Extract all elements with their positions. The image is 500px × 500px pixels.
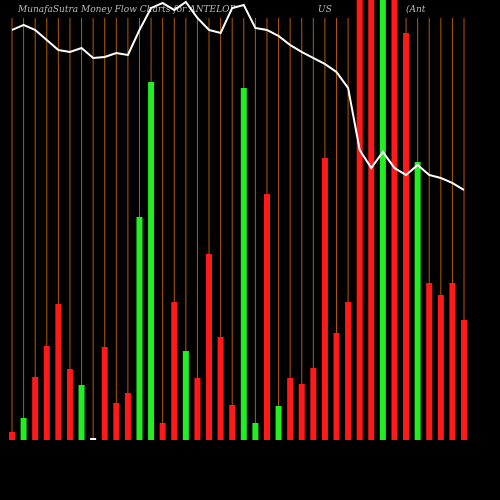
bar [252,423,259,440]
bar [194,378,201,440]
bar [206,254,213,440]
bar [333,333,340,440]
bar [148,82,155,440]
bar [368,0,375,440]
bar [113,403,120,440]
bar [356,0,363,440]
bar [321,158,328,440]
price-line [11,0,465,191]
bar [310,368,317,440]
bar [426,283,433,440]
bar [20,418,27,440]
bar [287,378,294,440]
bar [414,162,421,440]
bar [391,0,398,440]
bar [298,384,305,440]
bar [9,432,15,440]
bar [379,0,386,440]
bar [159,423,166,440]
bar [78,385,85,440]
bar [55,304,62,440]
bar [240,88,247,440]
bar [229,405,236,440]
bar [32,377,39,440]
bar [101,347,108,440]
bar [437,295,444,440]
bar [43,346,50,440]
bar [182,351,189,440]
chart-title-part: US [318,5,332,15]
bar [124,393,131,440]
bar [217,337,224,440]
bar [66,369,73,440]
bar [449,283,456,440]
bar [90,438,97,440]
bar [345,302,352,440]
bar [403,33,410,440]
chart-title-part: (Ant [406,4,426,15]
chart-title: MunafaSutra Money Flow Charts for ANTELO… [17,5,236,15]
bar [136,217,143,440]
bar [263,194,270,440]
bar [461,320,467,440]
bar [275,406,282,440]
bar [171,302,178,440]
